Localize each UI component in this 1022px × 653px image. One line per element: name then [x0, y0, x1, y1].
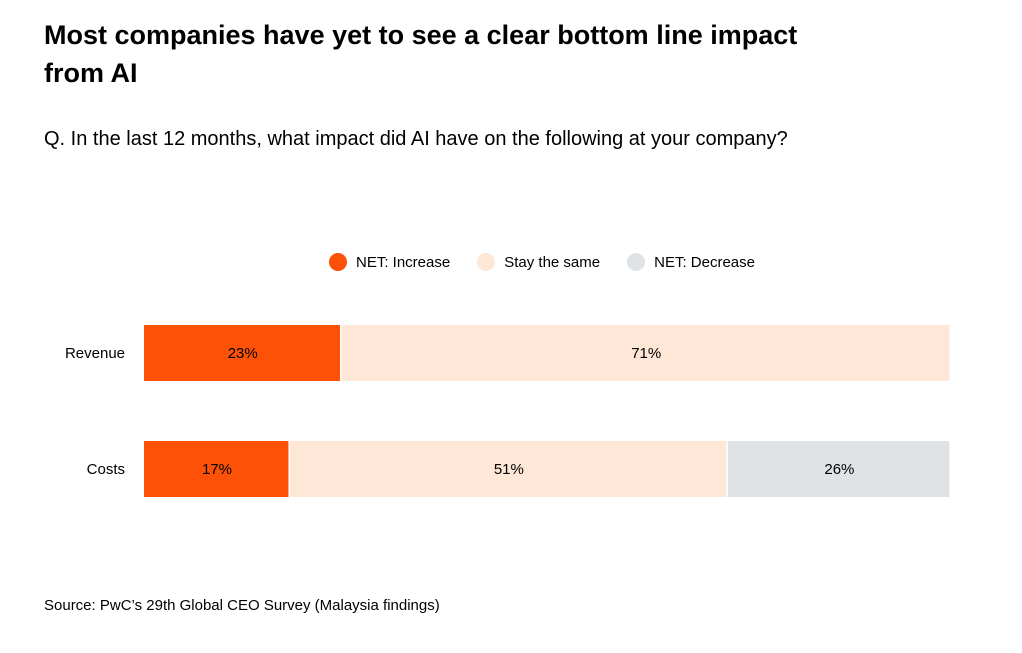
category-label: Costs [87, 461, 125, 478]
data-label: 23% [228, 345, 258, 362]
legend-swatch-decrease [627, 253, 646, 271]
legend-label: NET: Decrease [654, 253, 755, 271]
legend-item-increase: NET: Increase [329, 253, 450, 271]
chart-subtitle: Q. In the last 12 months, what impact di… [44, 128, 788, 150]
category-label: Revenue [65, 345, 125, 362]
legend-item-decrease: NET: Decrease [627, 253, 755, 271]
data-label: 26% [824, 461, 854, 478]
chart-title: Most companies have yet to see a clear b… [44, 20, 798, 88]
legend: NET: Increase Stay the same NET: Decreas… [0, 253, 1022, 271]
stacked-bar-chart: Revenue 23% 71% Costs 17% 51% 26% [65, 325, 950, 497]
bar-segment-costs-0 [144, 441, 289, 497]
legend-label: NET: Increase [356, 253, 451, 271]
source-note: Source: PwC’s 29th Global CEO Survey (Ma… [44, 597, 440, 614]
data-label: 71% [631, 345, 661, 362]
data-label: 17% [202, 461, 232, 478]
bar-segment-revenue-0 [144, 325, 340, 381]
bar-segment-revenue-1 [341, 325, 950, 381]
legend-label: Stay the same [504, 253, 601, 271]
legend-swatch-increase [329, 253, 347, 271]
bar-segment-costs-1 [289, 441, 727, 497]
legend-swatch-same [477, 253, 496, 271]
data-label: 51% [494, 461, 524, 478]
legend-item-same: Stay the same [477, 253, 600, 271]
bar-segment-costs-2 [727, 441, 950, 497]
